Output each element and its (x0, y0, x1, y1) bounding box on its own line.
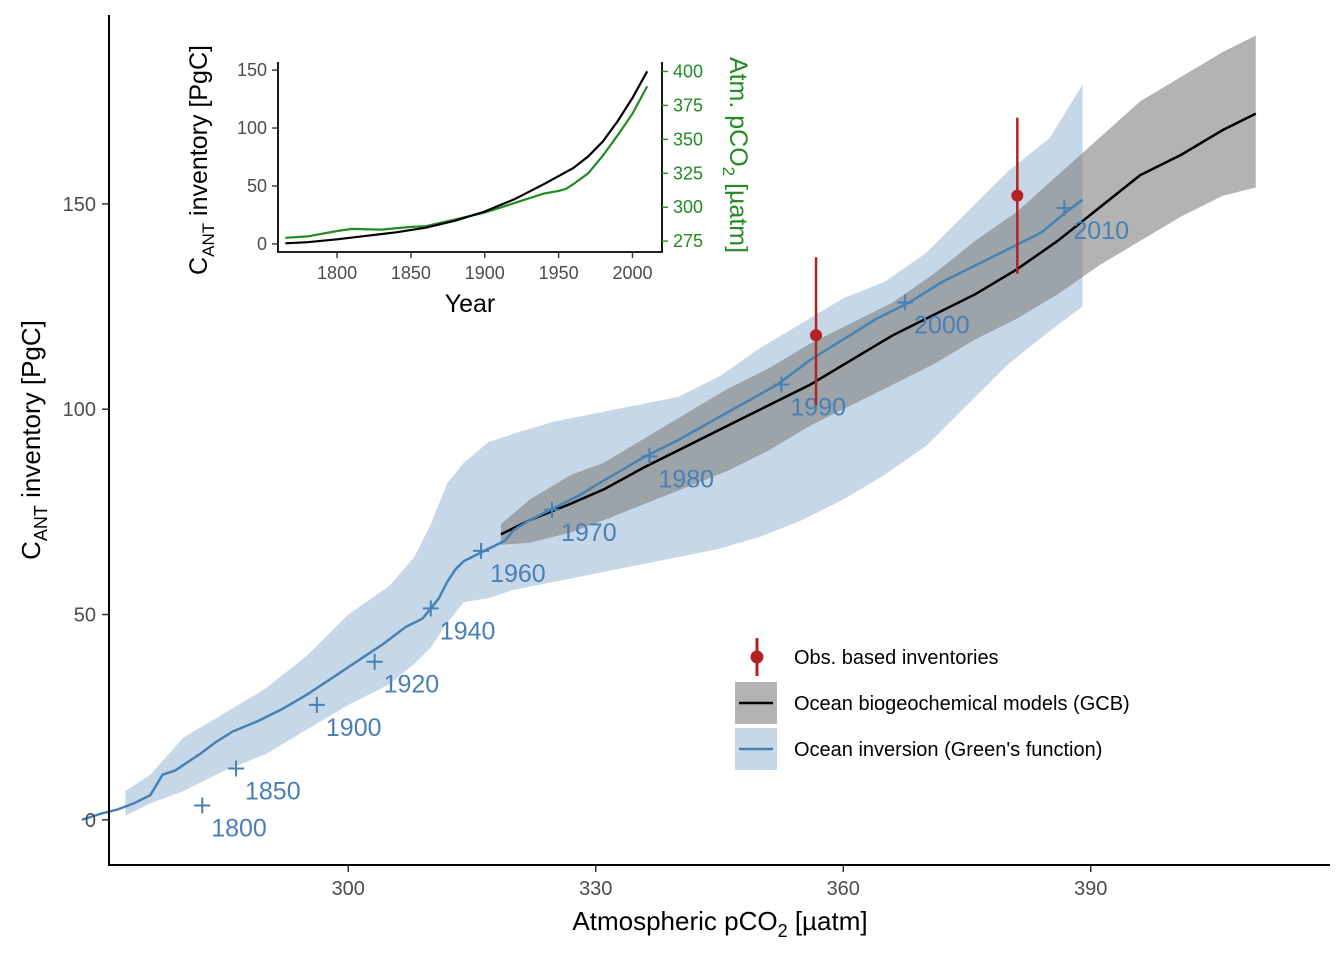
year-label: 1980 (658, 465, 714, 493)
year-label: 1850 (245, 778, 301, 806)
year-marker-cross (194, 797, 211, 814)
year-marker-cross (366, 653, 383, 670)
inset-y2-tick-label: 350 (673, 129, 703, 149)
year-marker: 1850 (228, 760, 301, 806)
y-tick-label: 100 (63, 399, 96, 421)
inset-x-tick-label: 1850 (391, 263, 431, 283)
inset-cant-line (285, 70, 649, 245)
legend-key-gcb (735, 682, 777, 724)
year-marker-cross (228, 760, 245, 777)
year-marker: 1990 (773, 376, 846, 422)
y-axis-title: CANT inventory [PgC] (16, 320, 51, 560)
inset-y2-tick-label: 400 (673, 62, 703, 82)
inset-x-tick-label: 2000 (612, 263, 652, 283)
year-label: 1940 (440, 617, 496, 645)
year-label: 1970 (561, 519, 617, 547)
year-marker-cross (473, 542, 490, 559)
inset-y2-tick-label: 300 (673, 197, 703, 217)
year-marker-cross (544, 501, 561, 518)
year-label: 2010 (1073, 217, 1129, 245)
inset-y2-ticks: 275 300 325 350 375 400 (662, 62, 703, 251)
x-tick-label: 330 (579, 878, 612, 900)
x-tick-label: 360 (827, 878, 860, 900)
year-marker-cross (308, 696, 325, 713)
y-tick-label: 0 (85, 810, 96, 832)
year-marker: 1800 (194, 797, 267, 843)
legend-key-obs (750, 638, 764, 676)
inset-x-tick-label: 1950 (539, 263, 579, 283)
year-label: 1990 (790, 394, 846, 422)
gcb-series-line (500, 112, 1257, 536)
inset-x-tick-label: 1800 (317, 263, 357, 283)
year-label: 1900 (326, 714, 382, 742)
inset-atm-pco2-line (285, 85, 649, 239)
year-marker: 2000 (897, 294, 970, 339)
year-markers: 1800185019001920194019601970198019902000… (194, 199, 1129, 843)
year-label: 2000 (914, 311, 970, 339)
main-plot-area: 1800185019001920194019601970198019902000… (81, 35, 1257, 843)
year-marker-cross (1056, 199, 1073, 216)
inset-y-tick-label: 50 (247, 176, 267, 196)
obs-point (1011, 117, 1024, 274)
inset-y-tick-label: 150 (237, 60, 267, 80)
y-tick-label: 50 (74, 605, 96, 627)
x-ticks: 300 330 360 390 (332, 865, 1107, 900)
legend-label-inv: Ocean inversion (Green's function) (794, 739, 1102, 761)
year-marker-cross (422, 600, 439, 617)
x-tick-label: 390 (1074, 878, 1107, 900)
year-marker: 1920 (366, 653, 440, 699)
inset-y-ticks: 0 50 100 150 (237, 60, 278, 254)
year-marker: 2010 (1056, 199, 1129, 245)
inset-x-tick-label: 1900 (465, 263, 505, 283)
year-marker: 1940 (422, 600, 496, 645)
gcb-uncertainty-band (500, 35, 1256, 545)
legend-label-gcb: Ocean biogeochemical models (GCB) (794, 693, 1130, 715)
year-marker: 1980 (641, 448, 714, 493)
inset-y-tick-label: 100 (237, 118, 267, 138)
year-label: 1920 (384, 671, 440, 699)
inset-x-axis-title: Year (445, 290, 496, 318)
main-axes: 300 330 360 390 0 50 100 150 Atmospheric pCO2 … (16, 15, 1330, 941)
obs-point (810, 257, 823, 406)
inset-y2-tick-label: 325 (673, 163, 703, 183)
inset-chart: 1800 1850 1900 1950 2000 0 50 100 150 275 300 325… (185, 45, 752, 318)
legend-obs-point (750, 650, 764, 664)
year-marker-cross (897, 294, 914, 311)
inset-y2-tick-label: 375 (673, 95, 703, 115)
year-marker: 1970 (544, 501, 617, 547)
x-axis-title: Atmospheric pCO2 [µatm] (572, 906, 867, 941)
inset-y-axis-title: CANT inventory [PgC] (185, 45, 218, 275)
year-marker-cross (773, 376, 790, 393)
inset-y-tick-label: 0 (257, 234, 267, 254)
obs-dot (810, 329, 823, 342)
inset-y2-axis-title: Atm. pCO2 [µatm] (719, 57, 752, 253)
year-marker: 1960 (473, 542, 546, 588)
legend-label-obs: Obs. based inventories (794, 647, 999, 669)
year-marker-cross (641, 448, 658, 465)
obs-dot (1011, 189, 1024, 202)
inset-x-ticks: 1800 1850 1900 1950 2000 (317, 252, 652, 283)
legend: Obs. based inventories Ocean biogeochemi… (735, 638, 1130, 770)
inversion-uncertainty-band (125, 84, 1083, 816)
obs-points (810, 117, 1024, 406)
year-marker: 1900 (308, 696, 382, 742)
y-ticks: 0 50 100 150 (63, 194, 109, 832)
year-label: 1800 (211, 815, 267, 843)
legend-key-inv (735, 728, 777, 770)
x-tick-label: 300 (332, 878, 365, 900)
year-label: 1960 (490, 560, 546, 588)
inset-y2-tick-label: 275 (673, 231, 703, 251)
y-tick-label: 150 (63, 194, 96, 216)
